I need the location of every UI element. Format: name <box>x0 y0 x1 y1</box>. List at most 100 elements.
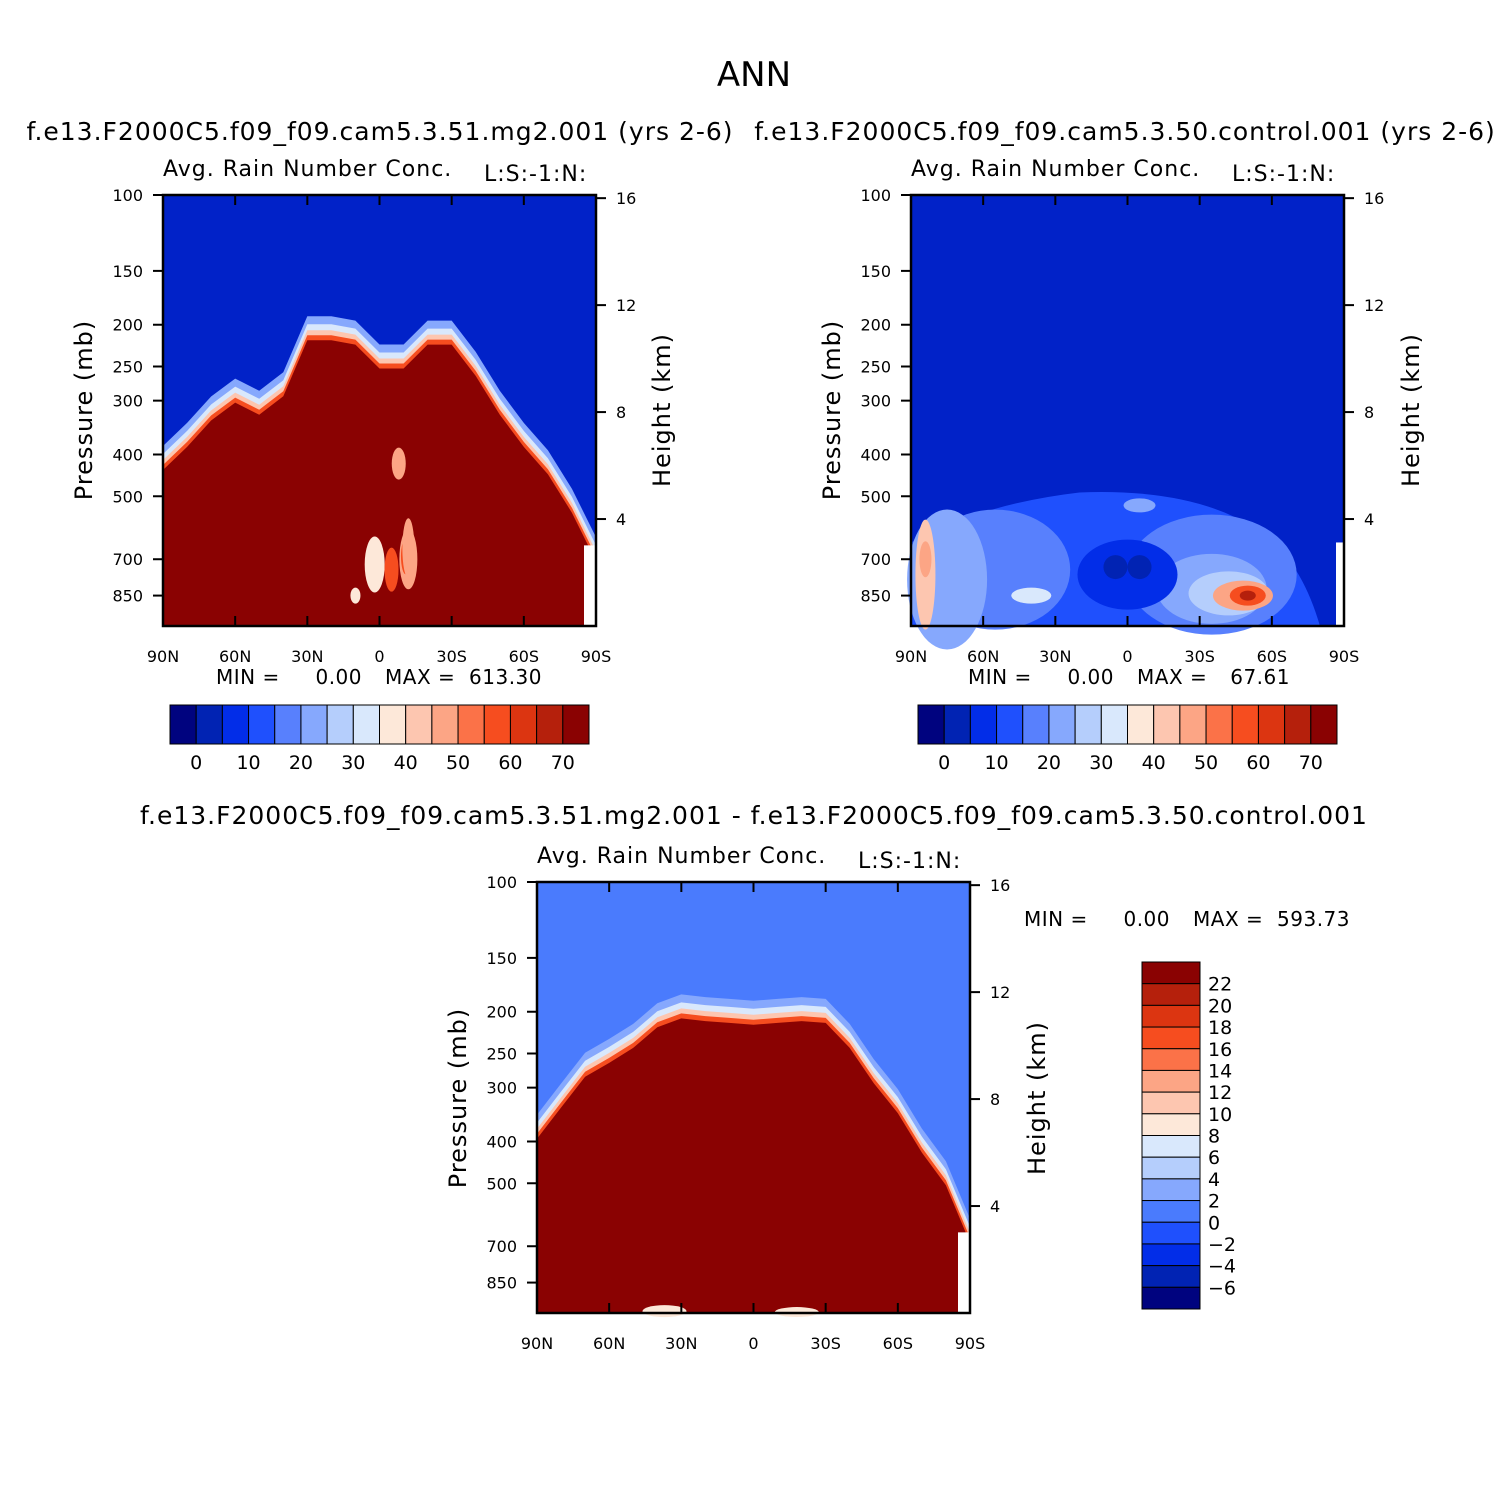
colorbar-swatch <box>1141 1069 1201 1093</box>
colorbar-swatch <box>536 704 564 745</box>
y-tick-label: 300 <box>112 392 143 411</box>
y-tick-label: 500 <box>860 487 891 506</box>
colorbar-swatch <box>1141 1286 1201 1310</box>
colorbar-label: 50 <box>1194 752 1218 774</box>
x-tick-label: 0 <box>748 1334 758 1353</box>
colorbar-swatch <box>379 704 407 745</box>
colorbar-swatch <box>1141 1221 1201 1245</box>
panel-case-title: f.e13.F2000C5.f09_f09.cam5.3.50.control.… <box>754 117 1496 146</box>
colorbar-label: 40 <box>1142 752 1166 774</box>
x-tick-label: 60N <box>967 647 999 666</box>
colorbar-label: 0 <box>938 752 950 774</box>
colorbar-label: 20 <box>1037 752 1061 774</box>
colorbar-label: 50 <box>446 752 470 774</box>
panel-test-case: f.e13.F2000C5.f09_f09.cam5.3.51.mg2.001 … <box>26 117 732 774</box>
y-tick-label: 100 <box>486 873 517 892</box>
colorbar: 0 10 20 30 40 50 60 70 <box>917 704 1338 774</box>
y-tick-label: 150 <box>112 262 143 281</box>
panel-corner-label: L:S:-1:N: <box>484 162 587 187</box>
contour-band <box>537 1018 970 1313</box>
colorbar-swatch <box>1141 983 1201 1006</box>
colorbar-swatch <box>1179 704 1207 745</box>
figure-title: ANN <box>717 55 791 95</box>
y2-tick-label: 8 <box>1364 403 1374 422</box>
y-axis-label: Pressure (mb) <box>70 320 98 500</box>
colorbar-swatch <box>1100 704 1128 745</box>
y-tick-label: 250 <box>486 1045 517 1064</box>
x-tick-label: 60S <box>1257 647 1288 666</box>
contour-blob <box>364 536 385 593</box>
x-tick-label: 90N <box>147 647 179 666</box>
max-value: 613.30 <box>469 665 542 689</box>
x-tick-label: 90S <box>1329 647 1360 666</box>
colorbar-label: 2 <box>1208 1191 1220 1213</box>
y-tick-label: 250 <box>112 358 143 377</box>
colorbar: 0 10 20 30 40 50 60 70 <box>169 704 590 774</box>
colorbar-swatch <box>943 704 971 745</box>
colorbar-swatch <box>509 704 538 745</box>
panel-plot-title: Avg. Rain Number Conc. <box>537 844 826 869</box>
colorbar-swatch <box>1141 1178 1201 1202</box>
panel-corner-label: L:S:-1:N: <box>858 849 961 874</box>
max-label: MAX = <box>1193 907 1263 931</box>
y2-axis-label: Height (km) <box>648 333 676 487</box>
colorbar-swatch <box>326 704 354 745</box>
y-tick-label: 150 <box>486 949 517 968</box>
colorbar-swatch <box>1231 704 1259 745</box>
y-tick-label: 400 <box>486 1132 517 1151</box>
contour-blob <box>1077 539 1178 610</box>
colorbar-swatch <box>1310 704 1338 745</box>
contour-blob <box>1127 555 1152 580</box>
y2-axis-label: Height (km) <box>1023 1021 1051 1175</box>
y-tick-label: 700 <box>486 1237 517 1256</box>
y2-tick-label: 4 <box>1364 510 1374 529</box>
x-tick-label: 30N <box>291 647 323 666</box>
colorbar-label: 6 <box>1208 1147 1220 1169</box>
contour-blob <box>1103 555 1128 580</box>
contour-blob <box>1011 587 1052 604</box>
y-tick-label: 400 <box>112 445 143 464</box>
contour-blob <box>350 587 361 604</box>
max-value: 593.73 <box>1277 907 1350 931</box>
min-label: MIN = <box>216 665 280 689</box>
y-tick-label: 300 <box>860 392 891 411</box>
max-label: MAX = <box>1137 665 1207 689</box>
y2-tick-label: 4 <box>990 1197 1000 1216</box>
x-tick-label: 90N <box>895 647 927 666</box>
plot-area: 90N 60N 30N 0 30S 60S 90S 100 150 200 250 300 400 500… <box>486 873 1010 1353</box>
min-label: MIN = <box>968 665 1032 689</box>
colorbar-swatch <box>1141 1265 1201 1288</box>
x-tick-label: 30S <box>1184 647 1215 666</box>
colorbar-swatch <box>1048 704 1076 745</box>
colorbar-swatch <box>352 704 380 745</box>
colorbar-label: 4 <box>1208 1169 1220 1191</box>
x-tick-label: 90S <box>955 1334 986 1353</box>
panel-difference: f.e13.F2000C5.f09_f09.cam5.3.51.mg2.001 … <box>140 801 1368 1353</box>
colorbar-label: 70 <box>551 752 575 774</box>
x-tick-label: 90S <box>581 647 612 666</box>
colorbar-swatch <box>1141 1113 1201 1136</box>
colorbar-label: 10 <box>1208 1104 1232 1126</box>
y-tick-label: 200 <box>112 316 143 335</box>
y2-tick-label: 4 <box>616 510 626 529</box>
colorbar-label: −4 <box>1208 1256 1236 1278</box>
colorbar-swatch <box>300 704 328 745</box>
panel-case-title: f.e13.F2000C5.f09_f09.cam5.3.51.mg2.001 … <box>140 801 1368 830</box>
y-tick-label: 700 <box>860 550 891 569</box>
stats-line: MIN = 0.00 MAX = 613.30 <box>216 665 542 689</box>
x-tick-label: 30N <box>1039 647 1071 666</box>
colorbar-label: 20 <box>1208 995 1232 1017</box>
x-tick-label: 0 <box>374 647 384 666</box>
colorbar-swatch <box>274 704 302 745</box>
min-value: 0.00 <box>1123 907 1170 931</box>
y2-tick-label: 16 <box>616 189 636 208</box>
contour-blob <box>402 518 415 579</box>
colorbar-swatch <box>1257 704 1286 745</box>
y-tick-label: 850 <box>860 587 891 606</box>
contour-blob <box>391 447 406 480</box>
colorbar-swatch <box>1074 704 1102 745</box>
y-tick-label: 850 <box>486 1274 517 1293</box>
contour-blob <box>384 547 399 592</box>
y-tick-label: 200 <box>860 316 891 335</box>
